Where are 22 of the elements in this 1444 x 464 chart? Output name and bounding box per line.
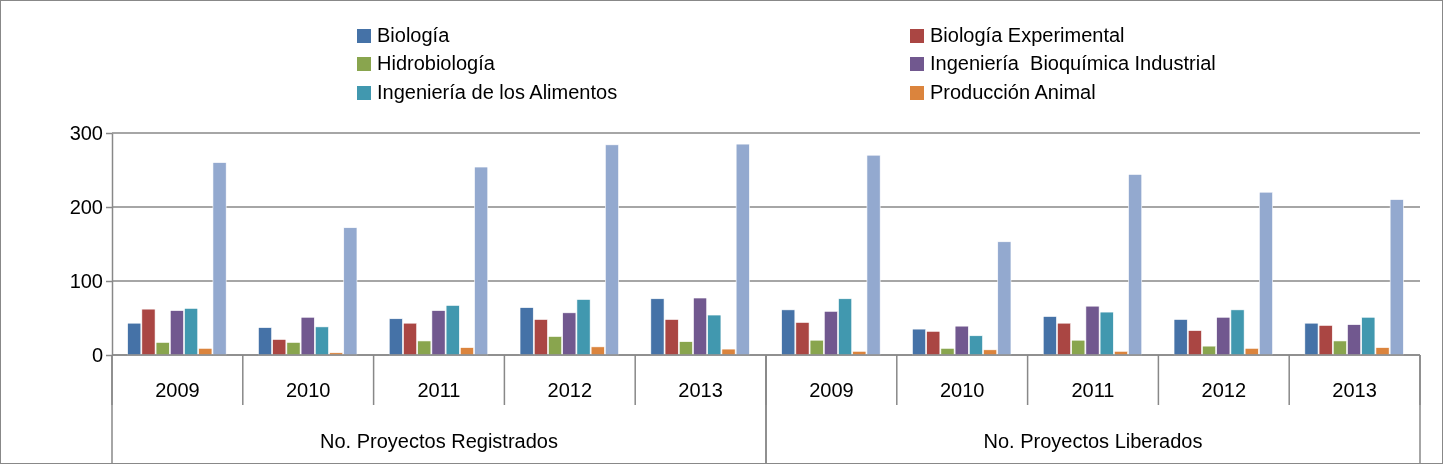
- x-tick-label: 2010: [285, 379, 331, 401]
- x-tick-label: 2012: [1201, 379, 1247, 401]
- legend-label: Producción Animal: [930, 81, 1096, 103]
- x-tick-label: 2010: [939, 379, 985, 401]
- x-tick-label: 2011: [417, 379, 461, 401]
- x-tick-label: 2012: [547, 379, 593, 401]
- text: No. Proyectos Registrados: [320, 430, 558, 452]
- x-tick-label: 2011: [1071, 379, 1115, 401]
- x-tick-label: 2013: [678, 379, 723, 401]
- x-tick-label: 2013: [1332, 379, 1377, 401]
- legend-label: Hidrobiología: [377, 52, 496, 74]
- legend-label: Biología: [377, 24, 451, 46]
- legend-label: Ingeniería Bioquímica Industrial: [930, 52, 1216, 74]
- y-tick-label: 100: [69, 269, 103, 292]
- x-tick-label: 2009: [809, 379, 854, 401]
- legend-label: Ingeniería de los Alimentos: [377, 81, 618, 103]
- y-tick-label: 200: [69, 195, 103, 218]
- y-tick-label: 0: [91, 343, 103, 366]
- x-tick-label: 2009: [155, 379, 200, 401]
- y-tick-label: 300: [69, 121, 103, 144]
- legend-label: Biología Experimental: [930, 24, 1125, 46]
- text: No. Proyectos Liberados: [983, 430, 1203, 452]
